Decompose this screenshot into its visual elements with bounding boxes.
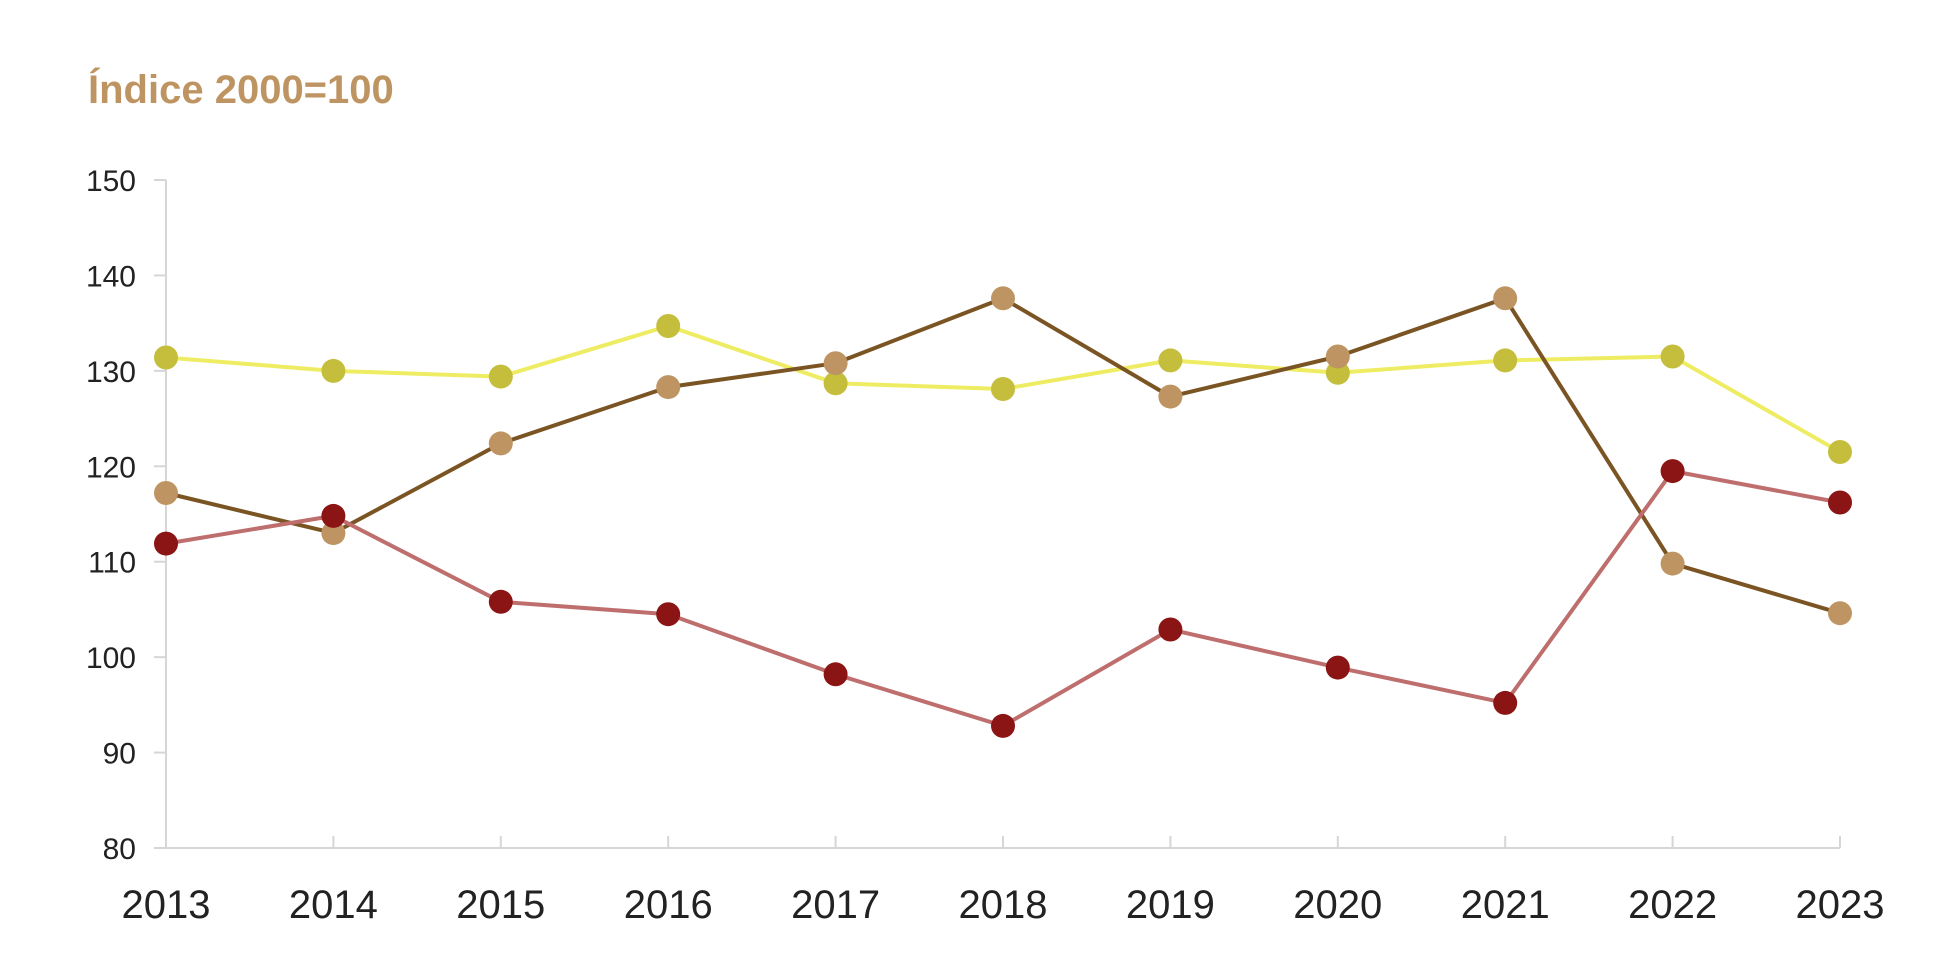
y-tick-label: 120	[86, 451, 136, 484]
series-2-point	[656, 375, 681, 400]
axes	[165, 180, 1840, 849]
series-3-point	[1325, 655, 1350, 680]
y-tick-label: 140	[86, 260, 136, 293]
series-3-point	[1493, 690, 1518, 715]
x-tick-label: 2019	[1126, 883, 1215, 927]
series-1-point	[1158, 348, 1183, 373]
series-3-point	[991, 713, 1015, 738]
x-axis-ticks: 2013 2014 2015 2016 2017 2018 2019 2020 2021 2022…	[122, 836, 1885, 927]
x-tick-label: 2014	[289, 883, 378, 927]
series-2-point	[488, 431, 513, 456]
series-1-point	[1828, 440, 1852, 464]
series-1-point	[1493, 348, 1518, 373]
y-tick-label: 130	[86, 356, 136, 389]
x-tick-label: 2017	[791, 883, 880, 927]
x-tick-label: 2023	[1796, 883, 1885, 927]
series-group	[154, 286, 1852, 738]
chart-title: Índice 2000=100	[88, 67, 394, 112]
series-3-point	[1660, 459, 1685, 484]
series-1-point	[154, 345, 178, 370]
x-tick-label: 2021	[1461, 883, 1550, 927]
y-tick-label: 90	[103, 738, 136, 771]
series-3-point	[1828, 490, 1852, 515]
x-tick-label: 2016	[624, 883, 713, 927]
y-axis-ticks: 80 90 100 110 120 130 140 150	[86, 165, 166, 866]
x-tick-label: 2013	[122, 883, 211, 927]
x-tick-label: 2015	[456, 883, 545, 927]
series-3-point	[823, 662, 848, 687]
series-2-point	[1325, 344, 1350, 369]
y-tick-label: 110	[88, 547, 136, 580]
series-1-point	[1660, 344, 1685, 369]
series-2-point	[154, 481, 178, 505]
series-2-point	[991, 286, 1015, 311]
x-tick-label: 2022	[1628, 883, 1717, 927]
series-3-point	[321, 503, 346, 528]
y-tick-label: 100	[86, 642, 136, 675]
series-1-point	[991, 377, 1015, 401]
series-2-point	[1660, 551, 1685, 576]
y-tick-label: 80	[103, 833, 136, 866]
series-line-2	[165, 296, 1841, 616]
series-2-point	[1158, 384, 1183, 409]
series-3-point	[488, 589, 513, 614]
series-2-point	[1828, 601, 1852, 626]
series-1-point	[321, 358, 346, 383]
series-3-point	[154, 531, 178, 556]
y-tick-label: 150	[86, 165, 136, 198]
series-3-point	[1158, 617, 1183, 642]
series-2-point	[321, 521, 346, 546]
series-2-point	[1493, 286, 1518, 311]
series-line-3	[165, 469, 1841, 728]
x-tick-label: 2020	[1293, 883, 1382, 927]
x-tick-label: 2018	[959, 883, 1048, 927]
series-3-point	[656, 602, 681, 627]
series-1-point	[823, 371, 848, 396]
series-2-point	[823, 351, 848, 376]
series-1-point	[656, 314, 681, 338]
series-1-point	[488, 364, 513, 389]
